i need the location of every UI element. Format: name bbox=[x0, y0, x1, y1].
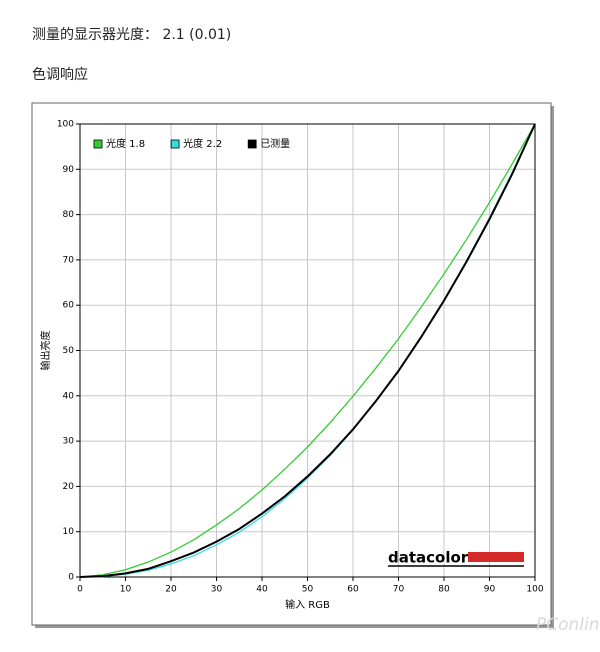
x-axis-label: 输入 RGB bbox=[285, 598, 330, 611]
y-tick-label: 20 bbox=[63, 482, 75, 492]
x-tick-label: 50 bbox=[302, 585, 314, 595]
x-tick-label: 90 bbox=[484, 585, 496, 595]
y-tick-label: 0 bbox=[68, 573, 74, 583]
y-tick-label: 60 bbox=[63, 301, 75, 311]
y-tick-label: 80 bbox=[63, 210, 75, 220]
logo: datacolor bbox=[388, 549, 469, 567]
legend-swatch bbox=[93, 139, 103, 149]
section-title: 色调响应 bbox=[32, 67, 88, 83]
logo-bar bbox=[468, 552, 524, 562]
y-tick-label: 10 bbox=[63, 527, 75, 537]
legend-label: 已测量 bbox=[260, 137, 290, 150]
legend-swatch bbox=[170, 139, 180, 149]
x-tick-label: 0 bbox=[77, 585, 83, 595]
x-tick-label: 20 bbox=[165, 585, 177, 595]
x-tick-label: 70 bbox=[393, 585, 405, 595]
legend-label: 光度 2.2 bbox=[183, 137, 222, 150]
legend-label: 光度 1.8 bbox=[106, 137, 145, 150]
panel bbox=[31, 102, 552, 626]
y-tick-label: 100 bbox=[57, 120, 74, 130]
series-line bbox=[79, 123, 536, 578]
watermark: PConline bbox=[536, 615, 600, 635]
x-tick-label: 100 bbox=[526, 585, 543, 595]
x-tick-label: 40 bbox=[256, 585, 268, 595]
plot-frame bbox=[79, 123, 536, 578]
x-tick-label: 30 bbox=[211, 585, 223, 595]
panel-shadow bbox=[35, 106, 554, 628]
series-line bbox=[79, 123, 536, 578]
y-tick-label: 90 bbox=[63, 165, 75, 175]
x-tick-label: 80 bbox=[438, 585, 450, 595]
y-tick-label: 50 bbox=[63, 346, 75, 356]
y-axis-label: 输出亮度 bbox=[39, 331, 52, 371]
legend-swatch bbox=[247, 139, 257, 149]
x-tick-label: 10 bbox=[120, 585, 132, 595]
y-tick-label: 70 bbox=[63, 255, 75, 265]
y-tick-label: 30 bbox=[63, 437, 75, 447]
y-tick-label: 40 bbox=[63, 391, 75, 401]
x-tick-label: 60 bbox=[347, 585, 359, 595]
measured-gamma: 测量的显示器光度： 2.1 (0.01) bbox=[32, 27, 232, 43]
series-line bbox=[79, 123, 536, 578]
